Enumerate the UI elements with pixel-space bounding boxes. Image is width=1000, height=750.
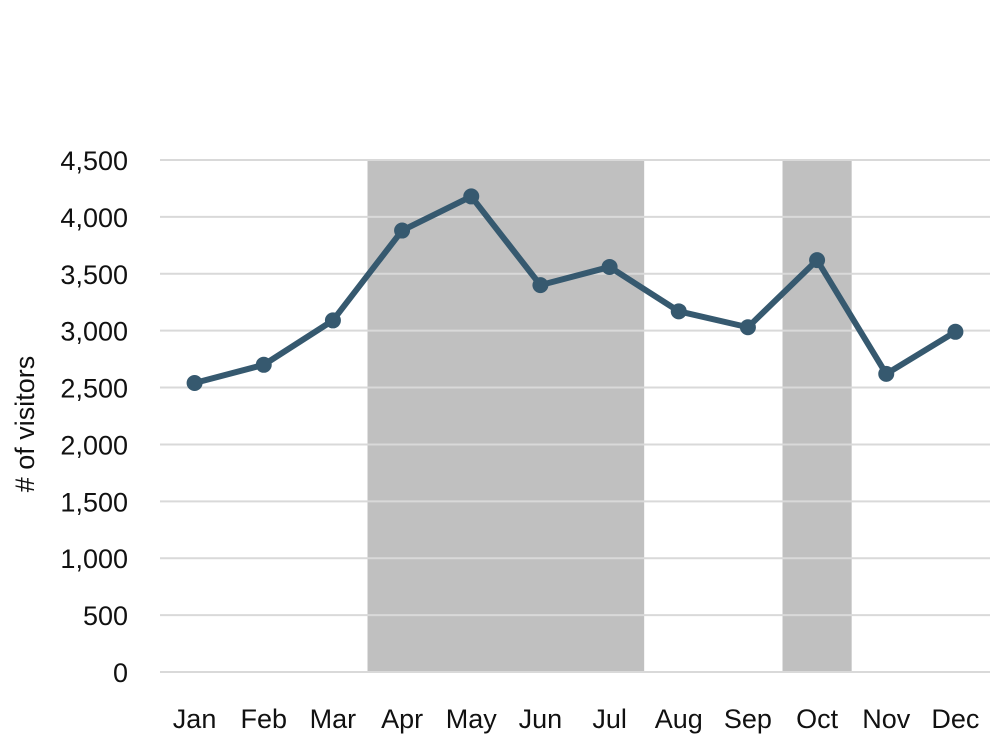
x-axis-ticks: Jan Feb Mar Apr May Jun Jul Aug Sep Oct Nov Dec	[173, 704, 980, 734]
y-tick-label: 2,500	[60, 374, 128, 404]
y-tick-label: 3,000	[60, 317, 128, 347]
y-tick-label: 3,500	[60, 260, 128, 290]
x-tick-label: Jan	[173, 704, 217, 734]
y-axis-ticks: 0 500 1,000 1,500 2,000 2,500 3,000 3,500 4,000 4…	[60, 146, 128, 688]
x-tick-label: Jun	[519, 704, 563, 734]
y-axis-title: # of visitors	[10, 356, 40, 493]
y-tick-label: 4,500	[60, 146, 128, 176]
data-point-jul	[601, 258, 618, 275]
x-tick-label: Aug	[655, 704, 703, 734]
x-tick-label: Mar	[310, 704, 357, 734]
data-point-jan	[186, 375, 203, 392]
data-point-oct	[809, 252, 826, 269]
x-tick-label: Dec	[931, 704, 979, 734]
data-point-mar	[324, 312, 341, 329]
data-point-jun	[532, 277, 549, 294]
x-tick-label: Nov	[862, 704, 911, 734]
highlight-bands	[367, 160, 852, 672]
x-tick-label: Apr	[381, 704, 423, 734]
data-point-nov	[878, 365, 895, 382]
data-point-aug	[670, 303, 687, 320]
series-visitors	[186, 188, 964, 392]
data-point-sep	[739, 319, 756, 336]
x-tick-label: Feb	[240, 704, 287, 734]
data-point-feb	[255, 356, 272, 373]
series-line	[191, 193, 959, 387]
x-tick-label: Sep	[724, 704, 772, 734]
y-tick-label: 4,000	[60, 203, 128, 233]
x-tick-label: Oct	[796, 704, 839, 734]
x-tick-label: Jul	[592, 704, 627, 734]
data-point-may	[463, 188, 480, 205]
y-tick-label: 2,000	[60, 430, 128, 460]
y-tick-label: 500	[83, 601, 128, 631]
data-point-apr	[394, 222, 411, 239]
y-tick-label: 1,500	[60, 487, 128, 517]
data-point-dec	[947, 323, 964, 340]
y-tick-label: 1,000	[60, 544, 128, 574]
y-tick-label: 0	[113, 658, 128, 688]
gridlines	[160, 159, 990, 673]
x-tick-label: May	[446, 704, 498, 734]
highlight-band-1	[782, 160, 852, 672]
